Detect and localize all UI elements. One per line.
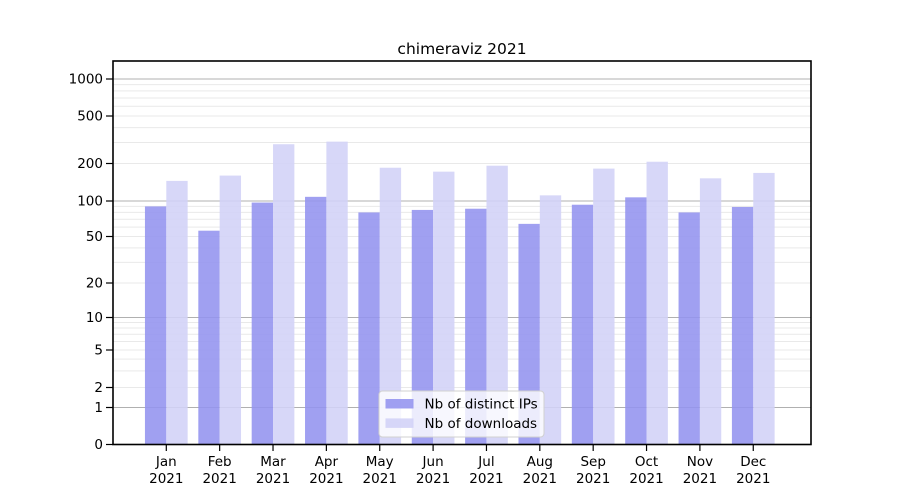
y-tick-label-5: 5 (94, 343, 103, 359)
y-tick-label-500: 500 (77, 109, 103, 125)
bar-downloads-mar (273, 144, 295, 445)
y-tick-label-10: 10 (86, 310, 103, 326)
legend-swatch-distinct-ips (385, 399, 414, 409)
y-tick-label-2: 2 (94, 380, 103, 396)
bar-downloads-sep (593, 168, 615, 445)
y-tick-label-200: 200 (77, 156, 103, 172)
chart-title: chimeraviz 2021 (397, 40, 526, 58)
x-tick-label-month-jul: Jul (477, 454, 494, 470)
bar-distinct-ips-sep (571, 204, 594, 445)
bar-downloads-jan (166, 180, 188, 445)
legend-box (378, 390, 545, 438)
bar-downloads-jul (486, 165, 508, 445)
bar-distinct-ips-dec (731, 206, 754, 445)
bar-distinct-ips-jan (144, 206, 167, 445)
x-tick-label-year-jul: 2021 (469, 471, 503, 487)
plot-border (112, 60, 812, 446)
bar-distinct-ips-mar (251, 202, 274, 445)
x-tick-label-month-mar: Mar (260, 454, 286, 470)
x-tick-label-year-sep: 2021 (576, 471, 610, 487)
x-tick-label-year-dec: 2021 (736, 471, 770, 487)
bar-distinct-ips-aug (518, 223, 540, 445)
x-tick-label-year-feb: 2021 (202, 471, 236, 487)
x-tick-label-month-dec: Dec (740, 454, 766, 470)
x-tick-label-year-may: 2021 (363, 471, 397, 487)
x-tick-label-year-mar: 2021 (256, 471, 290, 487)
y-tick-label-20: 20 (86, 276, 103, 292)
bar-downloads-may (379, 167, 402, 445)
x-tick-label-month-nov: Nov (687, 454, 713, 470)
x-tick-label-year-jun: 2021 (416, 471, 450, 487)
bar-downloads-nov (699, 178, 722, 445)
x-tick-label-year-aug: 2021 (523, 471, 557, 487)
bar-downloads-feb (219, 175, 242, 445)
bar-distinct-ips-jul (465, 208, 487, 445)
bar-distinct-ips-oct (625, 197, 647, 445)
x-tick-label-year-oct: 2021 (629, 471, 663, 487)
x-tick-label-year-apr: 2021 (309, 471, 343, 487)
x-tick-label-month-jan: Jan (155, 454, 177, 470)
x-tick-label-year-nov: 2021 (683, 471, 717, 487)
x-tick-label-month-feb: Feb (208, 454, 232, 470)
bar-downloads-aug (539, 195, 562, 445)
legend-swatch-downloads (385, 418, 414, 428)
x-tick-label-month-may: May (366, 454, 394, 470)
x-tick-label-year-jan: 2021 (149, 471, 183, 487)
y-tick-label-1000: 1000 (69, 72, 103, 88)
bar-downloads-apr (326, 141, 348, 445)
y-tick-label-100: 100 (77, 194, 103, 210)
bar-distinct-ips-nov (678, 212, 700, 445)
y-tick-label-50: 50 (86, 229, 103, 245)
bar-distinct-ips-feb (198, 230, 220, 445)
x-tick-label-month-aug: Aug (527, 454, 553, 470)
legend-label-downloads: Nb of downloads (425, 416, 538, 432)
legend-label-distinct-ips: Nb of distinct IPs (425, 397, 538, 413)
bar-distinct-ips-jun (411, 209, 434, 445)
x-tick-label-month-jun: Jun (422, 454, 444, 470)
x-tick-label-month-apr: Apr (315, 454, 339, 470)
bar-distinct-ips-may (358, 212, 380, 445)
bar-distinct-ips-apr (305, 196, 327, 445)
bar-downloads-dec (753, 172, 775, 445)
y-tick-label-0: 0 (94, 437, 103, 453)
bar-downloads-oct (646, 161, 668, 445)
y-tick-label-1: 1 (94, 400, 103, 416)
bar-downloads-jun (433, 171, 455, 445)
x-tick-label-month-oct: Oct (635, 454, 658, 470)
x-tick-label-month-sep: Sep (580, 454, 605, 470)
